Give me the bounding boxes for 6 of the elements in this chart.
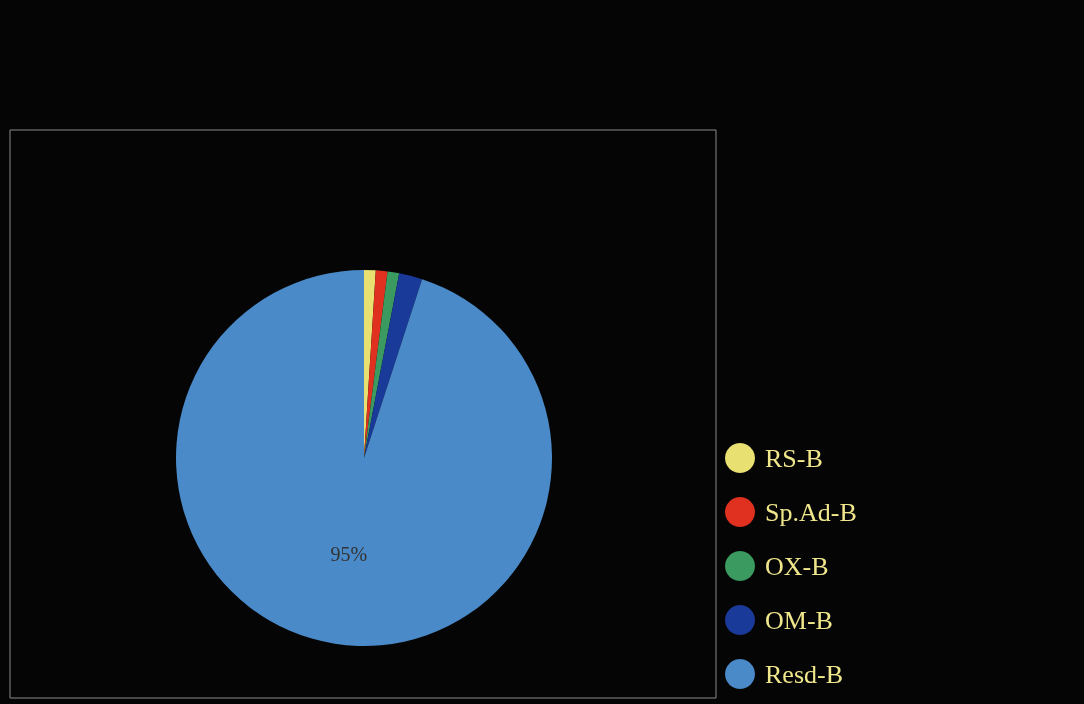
legend-label: OX-B xyxy=(765,551,829,581)
data-label: 95% xyxy=(330,542,368,565)
legend-label: RS-B xyxy=(765,443,823,473)
legend-label: Resd-B xyxy=(765,659,843,689)
legend-label: OM-B xyxy=(765,605,833,635)
legend-label: Sp.Ad-B xyxy=(765,497,857,527)
